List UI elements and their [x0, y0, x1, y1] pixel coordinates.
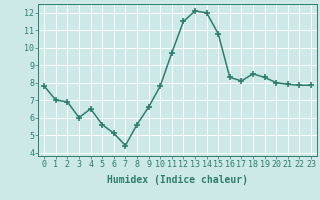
X-axis label: Humidex (Indice chaleur): Humidex (Indice chaleur): [107, 175, 248, 185]
